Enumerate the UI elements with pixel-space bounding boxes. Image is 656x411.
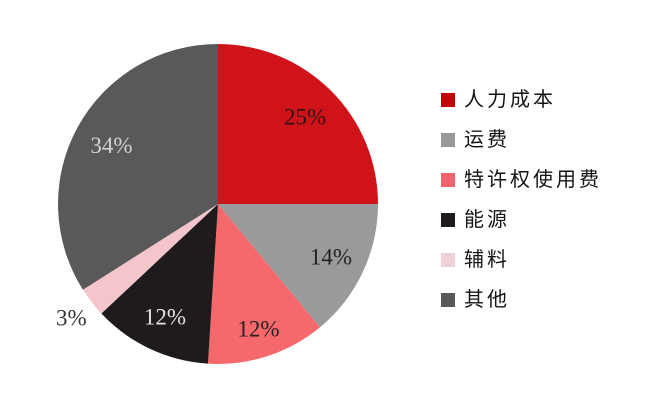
pie-slice-5 bbox=[82, 204, 218, 314]
pie-slice-3 bbox=[207, 204, 320, 364]
legend: 人力成本运费特许权使用费 能源辅料其他 bbox=[441, 80, 602, 320]
pie-slice-label: 12% bbox=[144, 304, 186, 329]
legend-item-label: 辅料 bbox=[464, 249, 510, 271]
legend-item: 特许权使用费 bbox=[441, 160, 602, 200]
legend-item-label: 运费 bbox=[464, 129, 510, 151]
pie-slice-2 bbox=[218, 204, 378, 328]
legend-swatch bbox=[441, 173, 455, 187]
pie-slice-label: 14% bbox=[310, 245, 352, 270]
pie-slice-label: 25% bbox=[284, 104, 326, 129]
legend-swatch bbox=[441, 213, 455, 227]
legend-swatch bbox=[441, 253, 455, 267]
legend-swatch bbox=[441, 93, 455, 107]
pie-slice-4 bbox=[101, 204, 218, 364]
legend-item-label: 人力成本 bbox=[464, 89, 556, 111]
legend-item: 能源 bbox=[441, 200, 602, 240]
legend-item: 运费 bbox=[441, 120, 602, 160]
pie-slice-6 bbox=[58, 44, 218, 290]
legend-item-label: 能源 bbox=[464, 209, 510, 231]
legend-item: 辅料 bbox=[441, 240, 602, 280]
legend-item: 其他 bbox=[441, 280, 602, 320]
legend-item-label: 特许权使用费 bbox=[464, 169, 602, 191]
legend-item-label: 其他 bbox=[464, 289, 510, 311]
pie-slice-label: 34% bbox=[90, 133, 132, 158]
legend-swatch bbox=[441, 293, 455, 307]
pie-slice-label: 12% bbox=[237, 316, 279, 341]
pie-slice-label: 3% bbox=[56, 305, 87, 330]
legend-item: 人力成本 bbox=[441, 80, 602, 120]
legend-swatch bbox=[441, 133, 455, 147]
pie-slice-1 bbox=[218, 44, 378, 204]
